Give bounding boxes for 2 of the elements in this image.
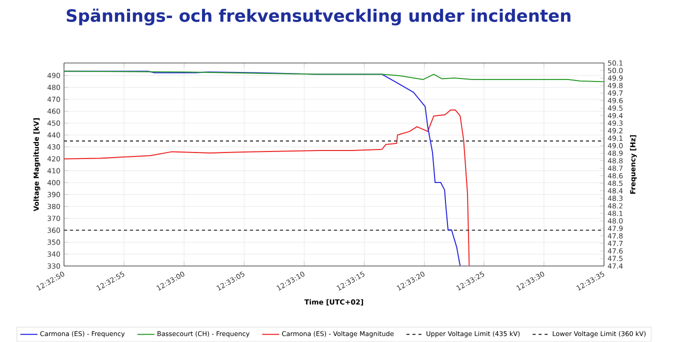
chart-title: Spännings- och frekvensutveckling under incidenten [66,8,570,26]
line-series [64,110,470,266]
